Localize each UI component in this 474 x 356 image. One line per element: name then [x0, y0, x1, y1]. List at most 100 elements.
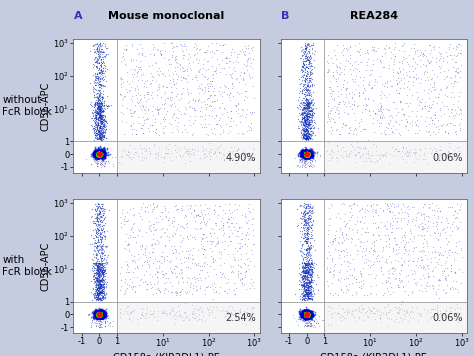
Point — [100, 108, 107, 113]
Point — [167, 150, 174, 156]
Point — [303, 251, 310, 256]
Point — [304, 202, 312, 208]
Point — [299, 313, 306, 319]
Point — [297, 148, 304, 154]
Point — [299, 148, 307, 154]
Point — [433, 303, 441, 308]
Point — [96, 151, 103, 156]
Point — [303, 151, 310, 157]
Point — [298, 294, 306, 299]
Point — [240, 309, 248, 314]
Point — [302, 279, 310, 284]
Point — [94, 52, 102, 57]
Point — [97, 147, 105, 153]
Point — [301, 297, 309, 303]
Point — [97, 312, 105, 318]
Point — [102, 53, 109, 58]
Point — [444, 249, 451, 255]
Point — [91, 313, 99, 319]
Point — [101, 295, 109, 301]
Point — [192, 213, 200, 218]
Point — [305, 105, 313, 111]
Point — [302, 311, 310, 316]
Point — [305, 131, 313, 137]
Point — [200, 73, 207, 79]
Point — [94, 153, 101, 159]
Point — [301, 312, 309, 318]
Point — [91, 307, 99, 313]
Point — [305, 152, 313, 157]
Point — [332, 235, 339, 241]
Point — [302, 152, 310, 157]
Point — [99, 313, 106, 319]
Point — [231, 227, 239, 233]
Point — [94, 278, 101, 284]
Point — [308, 264, 315, 270]
Point — [304, 311, 311, 317]
Point — [97, 313, 104, 319]
Point — [190, 313, 198, 318]
Point — [245, 208, 253, 214]
Point — [342, 309, 350, 314]
Point — [91, 151, 99, 157]
Point — [360, 89, 367, 94]
Point — [94, 312, 102, 318]
Point — [95, 152, 103, 158]
Point — [97, 311, 104, 317]
Point — [303, 150, 311, 155]
Point — [302, 126, 310, 131]
Point — [98, 319, 105, 324]
Point — [301, 152, 309, 157]
Point — [301, 62, 308, 67]
Point — [204, 283, 212, 289]
Point — [303, 160, 310, 166]
Point — [305, 216, 313, 222]
Point — [95, 150, 102, 155]
Point — [97, 161, 104, 167]
Point — [349, 78, 356, 84]
Point — [97, 290, 105, 296]
Point — [410, 248, 417, 253]
Point — [306, 313, 313, 319]
Point — [303, 308, 311, 313]
Point — [92, 293, 100, 298]
Point — [100, 309, 107, 315]
Point — [301, 129, 309, 134]
Point — [95, 151, 103, 156]
Point — [202, 284, 210, 289]
Point — [302, 289, 310, 295]
Point — [99, 203, 106, 209]
Point — [97, 49, 104, 54]
Point — [242, 151, 250, 156]
Point — [301, 42, 309, 47]
Point — [97, 114, 104, 120]
Point — [301, 102, 309, 108]
Point — [98, 151, 106, 157]
Point — [237, 119, 244, 125]
Point — [146, 311, 154, 317]
Point — [95, 260, 103, 266]
Point — [361, 145, 369, 151]
Point — [302, 151, 310, 156]
Point — [302, 309, 310, 315]
Point — [172, 255, 180, 261]
Point — [300, 114, 308, 120]
Point — [303, 75, 310, 81]
Point — [200, 98, 208, 104]
Point — [146, 151, 154, 157]
Point — [302, 313, 310, 319]
Point — [334, 310, 342, 316]
Point — [308, 267, 315, 273]
Point — [98, 109, 106, 115]
Point — [308, 152, 315, 158]
Point — [303, 277, 311, 283]
Point — [90, 87, 97, 92]
Point — [302, 311, 310, 316]
Point — [388, 130, 396, 135]
Point — [302, 313, 310, 318]
Point — [196, 85, 203, 90]
Point — [382, 225, 389, 231]
Point — [93, 57, 100, 63]
Point — [101, 154, 109, 160]
Point — [94, 151, 101, 157]
